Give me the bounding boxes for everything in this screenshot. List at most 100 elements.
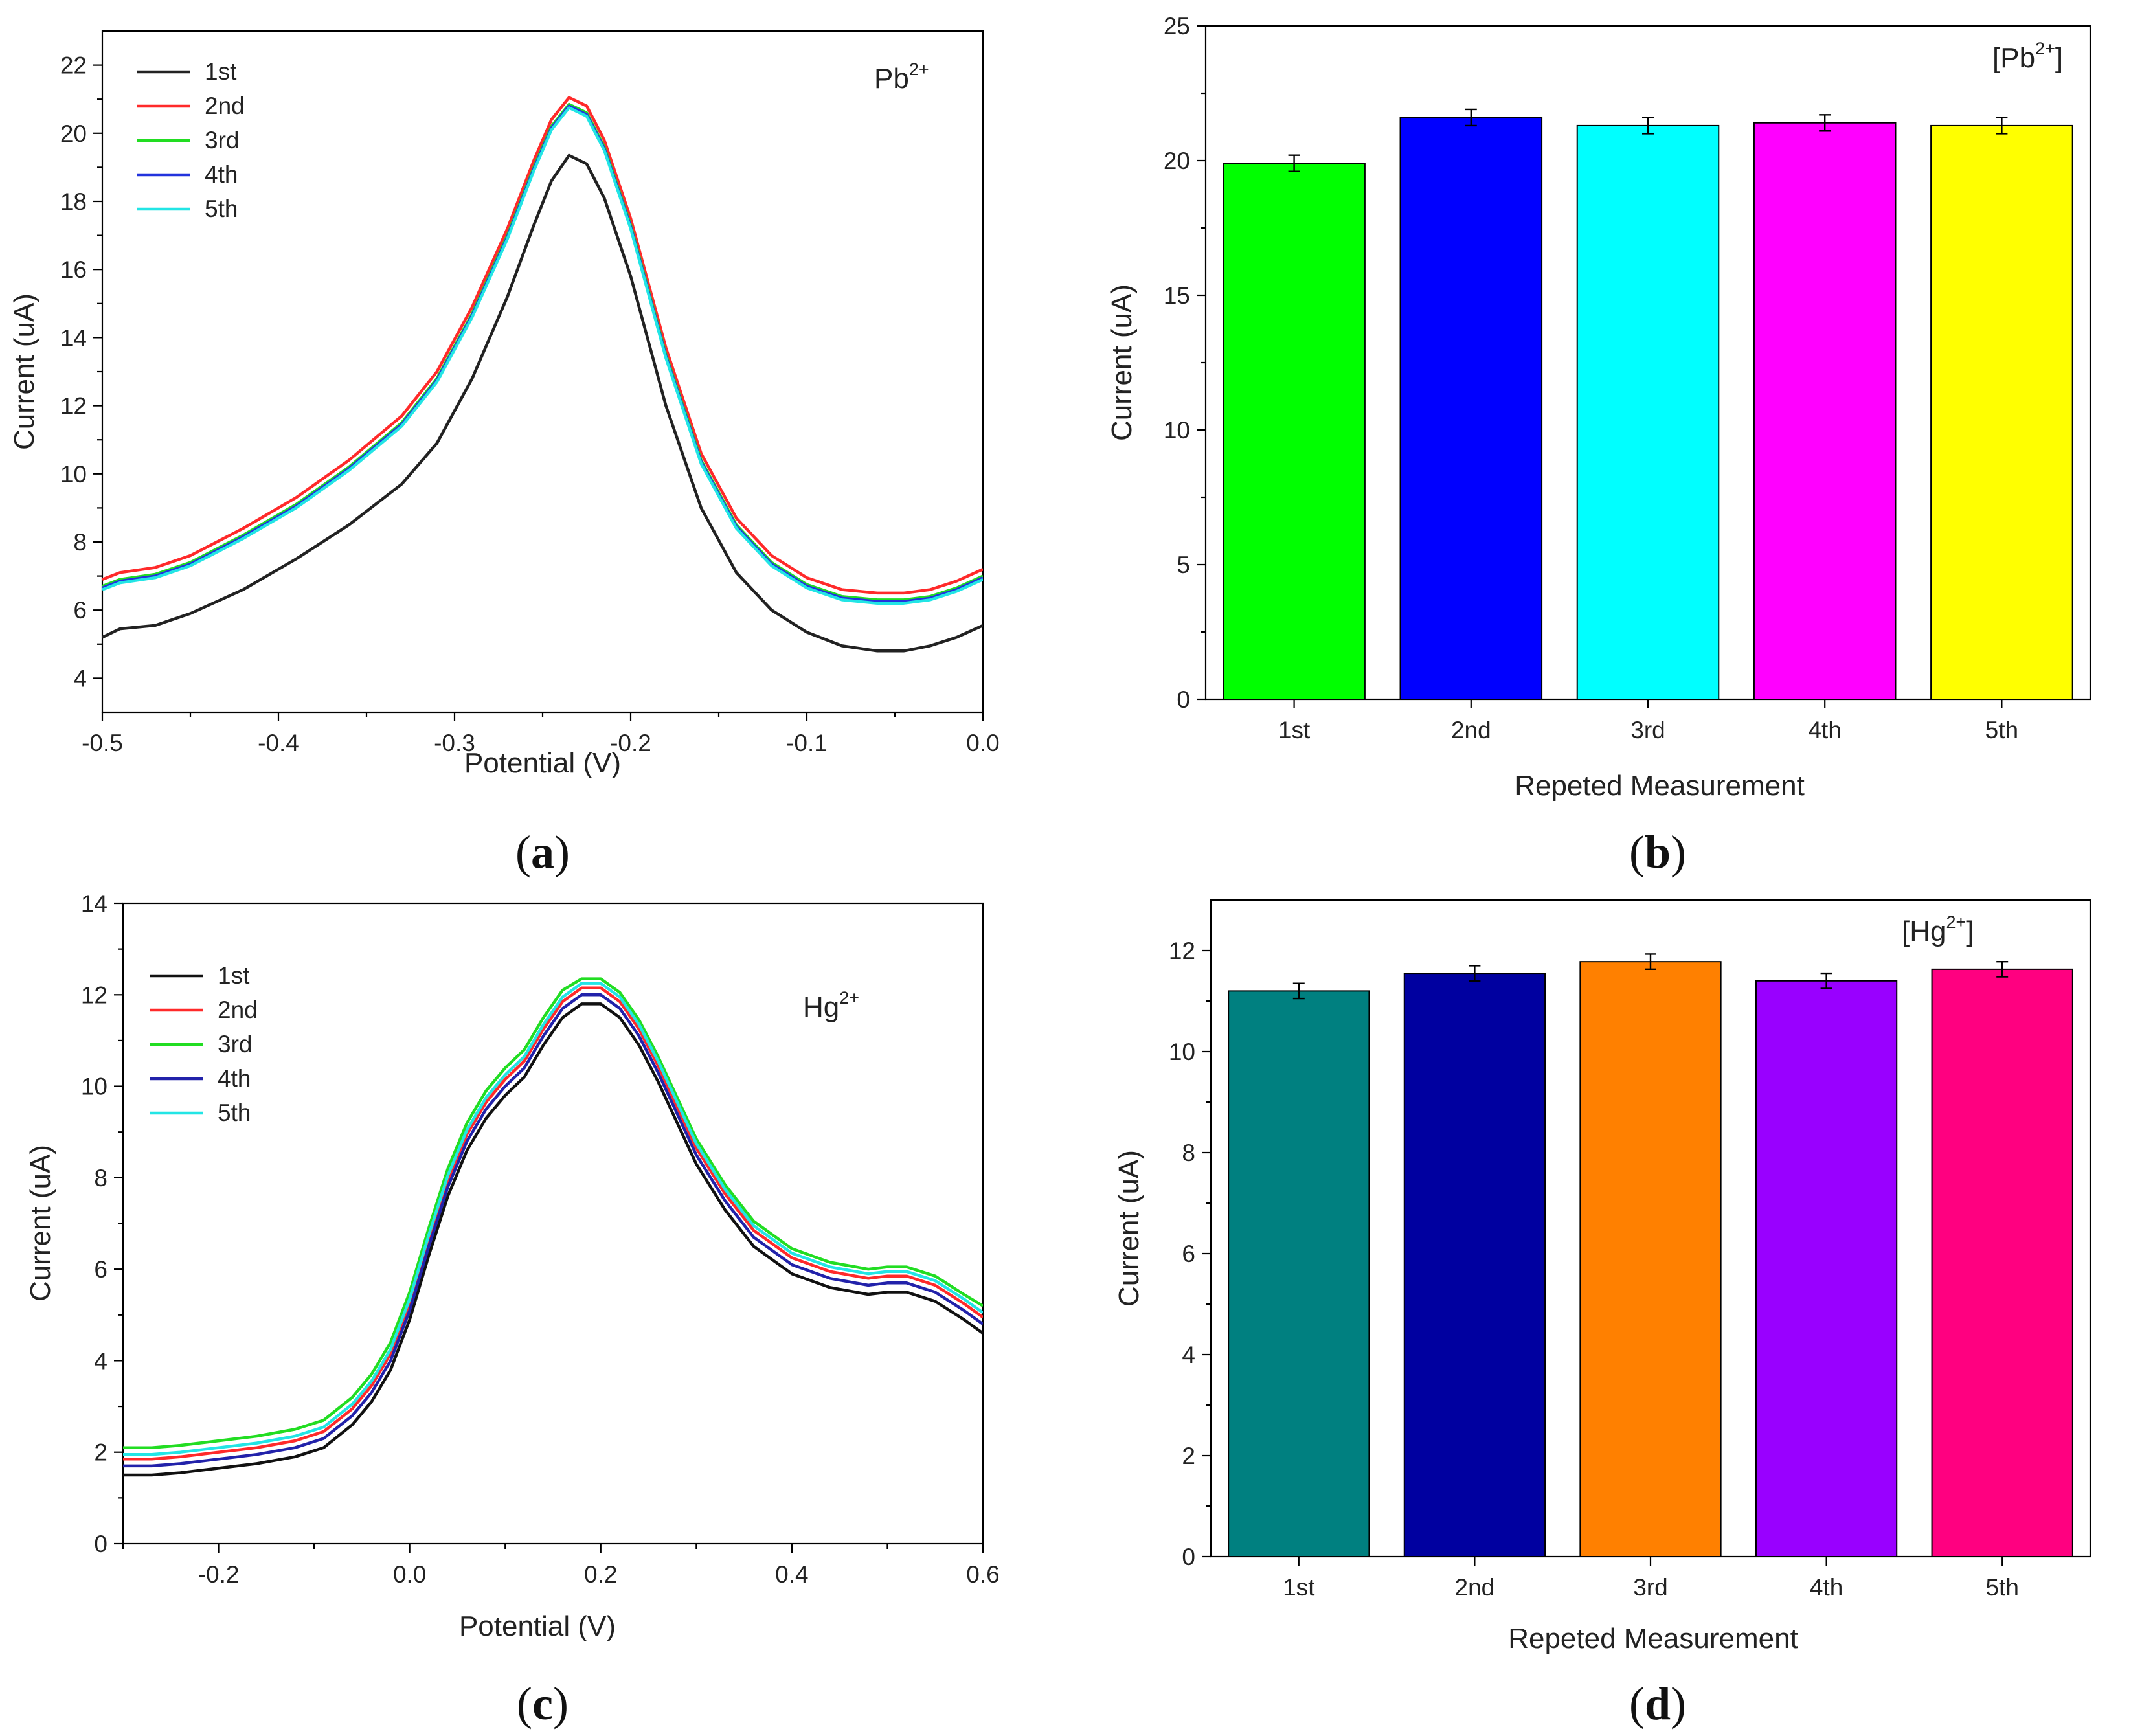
ion-annotation: [Hg2+] xyxy=(1902,912,1974,947)
bar-1st xyxy=(1223,163,1366,701)
y-tick-label: 12 xyxy=(1169,938,1195,964)
y-tick-label: 8 xyxy=(73,529,87,556)
y-axis-label: Current (uA) xyxy=(1106,284,1138,441)
subfigure-paren-close: ) xyxy=(1671,1678,1686,1730)
series-line-5th xyxy=(102,106,983,605)
subfigure-paren-close: ) xyxy=(554,826,570,878)
x-tick-label: 3rd xyxy=(1633,1574,1667,1601)
bar-2nd xyxy=(1403,973,1546,1557)
y-tick-label: 8 xyxy=(94,1165,107,1191)
legend-label: 2nd xyxy=(205,93,245,119)
x-tick-label: 5th xyxy=(1985,1574,2018,1601)
legend-label: 4th xyxy=(218,1065,251,1092)
y-tick-label: 8 xyxy=(1182,1140,1195,1166)
y-tick-label: 10 xyxy=(60,461,87,488)
x-tick-label: -0.4 xyxy=(258,730,299,756)
subfigure-paren-open: ( xyxy=(515,826,531,878)
y-tick-label: 4 xyxy=(94,1347,107,1374)
series-line-3rd xyxy=(123,977,983,1449)
x-tick-label: 1st xyxy=(1283,1574,1315,1601)
series-line-3rd xyxy=(102,102,983,602)
y-tick-label: 25 xyxy=(1164,13,1190,39)
y-tick-label: 0 xyxy=(1177,686,1190,713)
y-tick-label: 6 xyxy=(94,1256,107,1283)
panel-background xyxy=(0,0,1015,790)
x-tick-label: -0.2 xyxy=(198,1561,240,1588)
ion-annotation-sup: 2+ xyxy=(839,988,859,1008)
x-tick-label: -0.3 xyxy=(434,730,475,756)
x-tick-label: 0.0 xyxy=(966,730,999,756)
bar-2nd xyxy=(1399,117,1543,700)
y-tick-label: 14 xyxy=(81,890,107,917)
subfigure-letter: d xyxy=(1645,1678,1671,1730)
y-tick-label: 10 xyxy=(1169,1039,1195,1065)
ion-annotation-sup: 2+ xyxy=(2035,39,2055,58)
ion-annotation: [Pb2+] xyxy=(1992,39,2063,74)
y-tick-label: 22 xyxy=(60,52,87,79)
series-line-2nd xyxy=(123,986,983,1461)
legend-label: 5th xyxy=(218,1099,251,1126)
y-tick-label: 4 xyxy=(1182,1342,1195,1368)
y-tick-label: 4 xyxy=(73,665,87,692)
ion-annotation-sup: 2+ xyxy=(1946,912,1966,932)
subfigure-paren-close: ) xyxy=(1671,826,1686,878)
series-line-1st xyxy=(123,1002,983,1477)
x-tick-label: 0.6 xyxy=(966,1561,999,1588)
x-axis-label: Potential (V) xyxy=(464,747,621,779)
ion-annotation: Pb2+ xyxy=(874,60,929,95)
legend-label: 3rd xyxy=(218,1031,252,1057)
x-axis-label: Repeted Measurement xyxy=(1515,770,1805,802)
panel-a: 4 6 8 10 12 14 16 18 20 22 -0.5 -0.4 -0.3 -0.2 -0.1 0.0… xyxy=(0,0,1015,878)
subfigure-paren-close: ) xyxy=(553,1678,569,1730)
y-tick-label: 20 xyxy=(60,120,87,147)
bar-5th xyxy=(1930,124,2073,701)
subfigure-label: (a) xyxy=(515,826,570,878)
bar-4th xyxy=(1753,122,1897,700)
ion-annotation-base: Pb xyxy=(874,63,909,95)
ion-annotation-tail: ] xyxy=(1966,916,1974,947)
x-tick-label: 4th xyxy=(1808,717,1841,743)
x-tick-label: 0.2 xyxy=(584,1561,617,1588)
y-tick-label: 14 xyxy=(60,324,87,351)
x-tick-label: 3rd xyxy=(1630,717,1665,743)
x-tick-label: 1st xyxy=(1278,717,1311,743)
subfigure-label: (b) xyxy=(1629,826,1686,878)
subfigure-paren-open: ( xyxy=(1629,1678,1645,1730)
y-axis-label: Current (uA) xyxy=(25,1145,56,1302)
y-tick-label: 16 xyxy=(60,256,87,283)
y-tick-label: 18 xyxy=(60,188,87,215)
y-tick-label: 20 xyxy=(1164,148,1190,174)
y-tick-label: 12 xyxy=(60,393,87,420)
ion-annotation-sup: 2+ xyxy=(909,60,929,79)
subfigure-letter: c xyxy=(532,1678,553,1730)
ion-annotation-tail: ] xyxy=(2055,42,2063,74)
legend-label: 1st xyxy=(205,58,237,85)
bar-5th xyxy=(1931,968,2073,1557)
y-tick-label: 15 xyxy=(1164,282,1190,309)
x-axis-label: Repeted Measurement xyxy=(1508,1623,1798,1654)
x-axis-label: Potential (V) xyxy=(459,1610,616,1642)
panel-d: 0 2 4 6 8 10 12 1st 2nd 3rd 4th 5th [Hg2+] Repeted Me… xyxy=(1085,897,2142,1730)
x-tick-label: 2nd xyxy=(1451,717,1491,743)
x-tick-label: 0.0 xyxy=(393,1561,426,1588)
y-tick-label: 2 xyxy=(94,1439,107,1466)
ion-annotation-base: Hg xyxy=(803,991,839,1023)
subfigure-letter: a xyxy=(531,826,554,878)
x-tick-label: 0.4 xyxy=(775,1561,808,1588)
y-tick-label: 12 xyxy=(81,982,107,1008)
y-tick-label: 6 xyxy=(1182,1241,1195,1267)
x-tick-label: -0.1 xyxy=(786,730,828,756)
series-line-4th xyxy=(123,993,983,1468)
ion-annotation-base: [Hg xyxy=(1902,916,1946,947)
y-axis-label: Current (uA) xyxy=(1113,1150,1145,1307)
x-tick-label: -0.5 xyxy=(82,730,123,756)
y-tick-label: 0 xyxy=(1182,1544,1195,1570)
legend-label: 4th xyxy=(205,161,238,188)
y-tick-label: 10 xyxy=(1164,417,1190,444)
x-tick-label: 5th xyxy=(1985,717,2018,743)
bar-3rd xyxy=(1576,124,1720,701)
subfigure-letter: b xyxy=(1645,826,1671,878)
y-tick-label: 2 xyxy=(1182,1443,1195,1469)
panel-b: 0 5 10 15 20 25 1st 2nd 3rd 4th 5th [Pb2+] Repeted M… xyxy=(1085,0,2142,878)
